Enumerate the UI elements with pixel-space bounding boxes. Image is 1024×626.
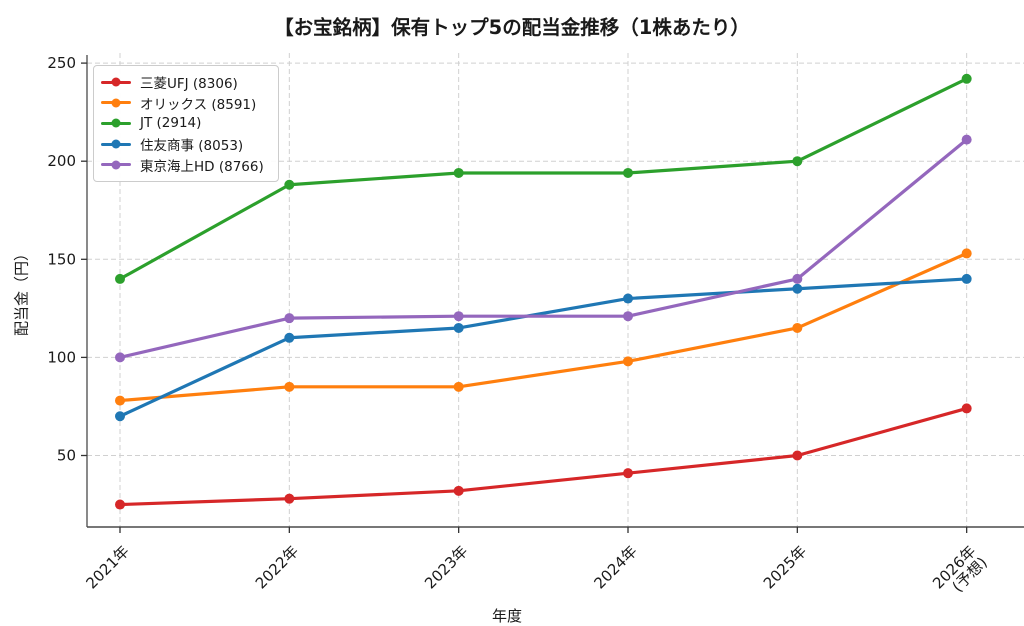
data-point: [622, 167, 633, 178]
data-point: [284, 493, 295, 504]
data-point: [453, 322, 464, 333]
data-point: [284, 313, 295, 324]
data-point: [115, 352, 125, 363]
series-line: [118, 406, 969, 507]
chart-title: 【お宝銘柄】保有トップ5の配当金推移（1株あたり）: [274, 16, 750, 39]
data-point: [453, 485, 464, 496]
y-tick-label: 100: [47, 348, 76, 366]
data-point: [453, 167, 464, 178]
y-tick-label: 50: [57, 447, 76, 465]
legend-item: 東京海上HD (8766): [101, 154, 264, 175]
data-point: [115, 395, 125, 406]
data-point: [453, 311, 464, 322]
legend-line-marker-icon: [101, 97, 131, 108]
data-point: [622, 311, 633, 322]
data-point: [792, 450, 803, 461]
legend-line-marker-icon: [101, 77, 131, 88]
legend-label: 住友商事 (8053): [140, 138, 244, 155]
legend-item: オリックス (8591): [101, 93, 264, 114]
data-point: [792, 273, 803, 284]
data-point: [622, 293, 633, 304]
data-point: [792, 156, 803, 167]
legend-item: JT (2914): [101, 113, 264, 134]
x-tick-label: 2022年: [252, 542, 302, 592]
x-tick-label: 2025年: [760, 542, 810, 592]
data-point: [284, 381, 295, 392]
data-point: [115, 411, 125, 422]
legend-line-marker-icon: [101, 159, 131, 170]
series-line: [118, 251, 969, 403]
data-point: [961, 403, 972, 414]
y-tick-label: 150: [47, 250, 76, 268]
data-point: [622, 356, 633, 367]
legend-line-marker-icon: [101, 118, 131, 129]
data-point: [961, 248, 972, 259]
series-line: [118, 138, 969, 359]
x-tick-label: 2021年: [82, 542, 132, 592]
legend-label: 三菱UFJ (8306): [140, 76, 238, 93]
y-axis-label: 配当金（円）: [12, 245, 31, 337]
data-point: [961, 273, 972, 284]
y-tick-label: 200: [47, 152, 76, 170]
legend-label: 東京海上HD (8766): [140, 158, 264, 175]
data-point: [961, 73, 972, 84]
data-point: [453, 381, 464, 392]
x-tick-label: 2023年: [421, 542, 471, 592]
series-line: [118, 77, 969, 281]
data-point: [961, 134, 972, 145]
data-point: [792, 283, 803, 294]
y-tick-label: 250: [47, 54, 76, 72]
x-tick-label: 2026年(予想): [929, 542, 991, 604]
legend-item: 住友商事 (8053): [101, 134, 264, 155]
legend-label: オリックス (8591): [140, 96, 257, 113]
data-point: [792, 322, 803, 333]
legend-label: JT (2914): [140, 115, 202, 132]
x-tick-label: 2024年: [590, 542, 640, 592]
data-point: [284, 332, 295, 343]
data-point: [622, 468, 633, 479]
x-axis-label: 年度: [491, 607, 523, 625]
legend-line-marker-icon: [101, 139, 131, 150]
data-point: [115, 273, 125, 284]
data-point: [284, 179, 295, 190]
series-line: [118, 277, 969, 418]
data-point: [115, 499, 125, 510]
legend-item: 三菱UFJ (8306): [101, 72, 264, 93]
legend: 三菱UFJ (8306) オリックス (8591) JT (2914) 住友商事 (8…: [93, 65, 279, 182]
